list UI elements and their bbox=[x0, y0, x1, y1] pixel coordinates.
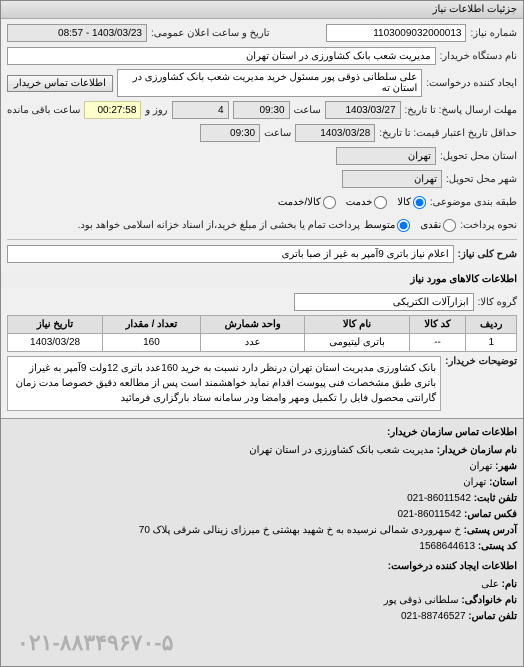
creator-field: علی سلطانی ذوقی پور مسئول خرید مدیریت شع… bbox=[117, 69, 422, 97]
budget-radio-khedmat[interactable]: خدمت bbox=[346, 196, 388, 209]
payment-radio-cash-label: نقدی bbox=[420, 220, 441, 231]
payment-radio-group: نقدی متوسط bbox=[364, 219, 456, 232]
time-label-1: ساعت bbox=[294, 105, 321, 116]
th-name: نام کالا bbox=[305, 316, 409, 334]
province-label: استان محل تحویل: bbox=[440, 151, 517, 162]
th-unit: واحد شمارش bbox=[200, 316, 305, 334]
payment-radio-mid-label: متوسط bbox=[364, 220, 395, 231]
validity-date-field: 1403/03/28 bbox=[295, 124, 375, 142]
req-no-label: شماره نیاز: bbox=[470, 28, 517, 39]
lname-val: سلطانی ذوقی پور bbox=[384, 595, 459, 606]
watermark-phone: ۰۲۱-۸۸۳۴۹۶۷۰-۵ bbox=[7, 625, 517, 660]
deadline-time-field: 09:30 bbox=[233, 101, 290, 119]
fax-val: 86011542-021 bbox=[397, 509, 461, 520]
addr-val: خ سهروردی شمالی نرسیده به خ شهید بهشتی خ… bbox=[139, 525, 461, 536]
buyer-note-label: توضیحات خریدار: bbox=[445, 356, 517, 367]
budget-radio-both-input[interactable] bbox=[323, 196, 336, 209]
lname-label: نام خانوادگی: bbox=[461, 595, 517, 606]
ctel-label: تلفن تماس: bbox=[468, 611, 517, 622]
fax-label: فکس تماس: bbox=[464, 509, 517, 520]
budget-radio-group: کالا خدمت کالا/خدمت bbox=[278, 196, 426, 209]
main-form: شماره نیاز: 1103009032000013 تاریخ و ساع… bbox=[1, 19, 523, 271]
payment-label: نحوه پرداخت: bbox=[460, 220, 517, 231]
ccity-label: شهر: bbox=[495, 461, 517, 472]
th-qty: تعداد / مقدار bbox=[103, 316, 201, 334]
days-unit-label: روز و bbox=[145, 105, 167, 116]
time-label-2: ساعت bbox=[264, 128, 291, 139]
th-row: ردیف bbox=[466, 316, 517, 334]
details-window: جزئیات اطلاعات نیاز شماره نیاز: 11030090… bbox=[0, 0, 524, 667]
cell-row: 1 bbox=[466, 334, 517, 352]
buyer-label: نام دستگاه خریدار: bbox=[440, 51, 517, 62]
announce-field: 1403/03/23 - 08:57 bbox=[7, 24, 147, 42]
cprov-label: استان: bbox=[489, 477, 517, 488]
budget-radio-khedmat-label: خدمت bbox=[346, 197, 373, 208]
fname-val: علی bbox=[481, 579, 499, 590]
deadline-label: مهلت ارسال پاسخ: تا تاریخ: bbox=[405, 105, 517, 116]
validity-time-field: 09:30 bbox=[200, 124, 260, 142]
org-label: نام سازمان خریدار: bbox=[437, 445, 517, 456]
buyer-note-box: بانک کشاورزی مدیریت استان تهران درنظر دا… bbox=[7, 356, 441, 411]
creator-label: ایجاد کننده درخواست: bbox=[426, 78, 517, 89]
budget-label: طبقه بندی موضوعی: bbox=[430, 197, 517, 208]
post-label: کد پستی: bbox=[478, 541, 517, 552]
buyer-field: مدیریت شعب بانک کشاورزی در استان تهران bbox=[7, 47, 436, 65]
contact-header: اطلاعات تماس سازمان خریدار: bbox=[7, 425, 517, 441]
budget-radio-kala-input[interactable] bbox=[413, 196, 426, 209]
th-date: تاریخ نیاز bbox=[8, 316, 103, 334]
budget-radio-both[interactable]: کالا/خدمت bbox=[278, 196, 336, 209]
cell-code: -- bbox=[409, 334, 466, 352]
goods-section-title: اطلاعات کالاهای مورد نیاز bbox=[1, 271, 523, 288]
contact-info-button[interactable]: اطلاعات تماس خریدار bbox=[7, 75, 113, 92]
payment-radio-cash[interactable]: نقدی bbox=[420, 219, 456, 232]
deadline-date-field: 1403/03/27 bbox=[325, 101, 401, 119]
org-val: مدیریت شعب بانک کشاورزی در استان تهران bbox=[249, 445, 434, 456]
time-unit-label: ساعت باقی مانده bbox=[7, 105, 80, 116]
ccity-val: تهران bbox=[469, 461, 492, 472]
budget-radio-both-label: کالا/خدمت bbox=[278, 197, 321, 208]
fname-label: نام: bbox=[502, 579, 517, 590]
desc-field: اعلام نیاز باتری 9آمپر به غیر از صبا بات… bbox=[7, 245, 454, 263]
ctel-val: 88746527-021 bbox=[401, 611, 466, 622]
tel-val: 86011542-021 bbox=[407, 493, 471, 504]
payment-note: پرداخت تمام یا بخشی از مبلغ خرید،از اسنا… bbox=[78, 220, 360, 231]
desc-label: شرح کلی نیاز: bbox=[458, 249, 517, 260]
window-title: جزئیات اطلاعات نیاز bbox=[1, 1, 523, 19]
budget-radio-kala[interactable]: کالا bbox=[397, 196, 426, 209]
cell-qty: 160 bbox=[103, 334, 201, 352]
contact-panel: اطلاعات تماس سازمان خریدار: نام سازمان خ… bbox=[1, 418, 523, 666]
cell-unit: عدد bbox=[200, 334, 305, 352]
th-code: کد کالا bbox=[409, 316, 466, 334]
days-remain-field: 4 bbox=[172, 101, 229, 119]
goods-group-label: گروه کالا: bbox=[478, 297, 517, 308]
creator-contact-header: اطلاعات ایجاد کننده درخواست: bbox=[7, 559, 517, 575]
payment-radio-cash-input[interactable] bbox=[443, 219, 456, 232]
cell-name: باتری لیتیومی bbox=[305, 334, 409, 352]
payment-radio-mid-input[interactable] bbox=[397, 219, 410, 232]
time-remain-field: 00:27:58 bbox=[84, 101, 141, 119]
budget-radio-kala-label: کالا bbox=[397, 197, 411, 208]
table-header-row: ردیف کد کالا نام کالا واحد شمارش تعداد /… bbox=[8, 316, 517, 334]
city-field: تهران bbox=[342, 170, 442, 188]
budget-radio-khedmat-input[interactable] bbox=[374, 196, 387, 209]
validity-label: حداقل تاریخ اعتبار قیمت: تا تاریخ: bbox=[379, 128, 517, 139]
req-no-field: 1103009032000013 bbox=[326, 24, 466, 42]
goods-table: ردیف کد کالا نام کالا واحد شمارش تعداد /… bbox=[7, 315, 517, 352]
tel-label: تلفن ثابت: bbox=[474, 493, 517, 504]
table-row[interactable]: 1 -- باتری لیتیومی عدد 160 1403/03/28 bbox=[8, 334, 517, 352]
province-field: تهران bbox=[336, 147, 436, 165]
announce-label: تاریخ و ساعت اعلان عمومی: bbox=[151, 28, 270, 39]
cell-date: 1403/03/28 bbox=[8, 334, 103, 352]
goods-group-field: ابزارآلات الکتریکی bbox=[294, 293, 474, 311]
city-label: شهر محل تحویل: bbox=[446, 174, 517, 185]
post-val: 1568644613 bbox=[419, 541, 475, 552]
addr-label: آدرس پستی: bbox=[464, 525, 517, 536]
cprov-val: تهران bbox=[463, 477, 486, 488]
payment-radio-mid[interactable]: متوسط bbox=[364, 219, 410, 232]
